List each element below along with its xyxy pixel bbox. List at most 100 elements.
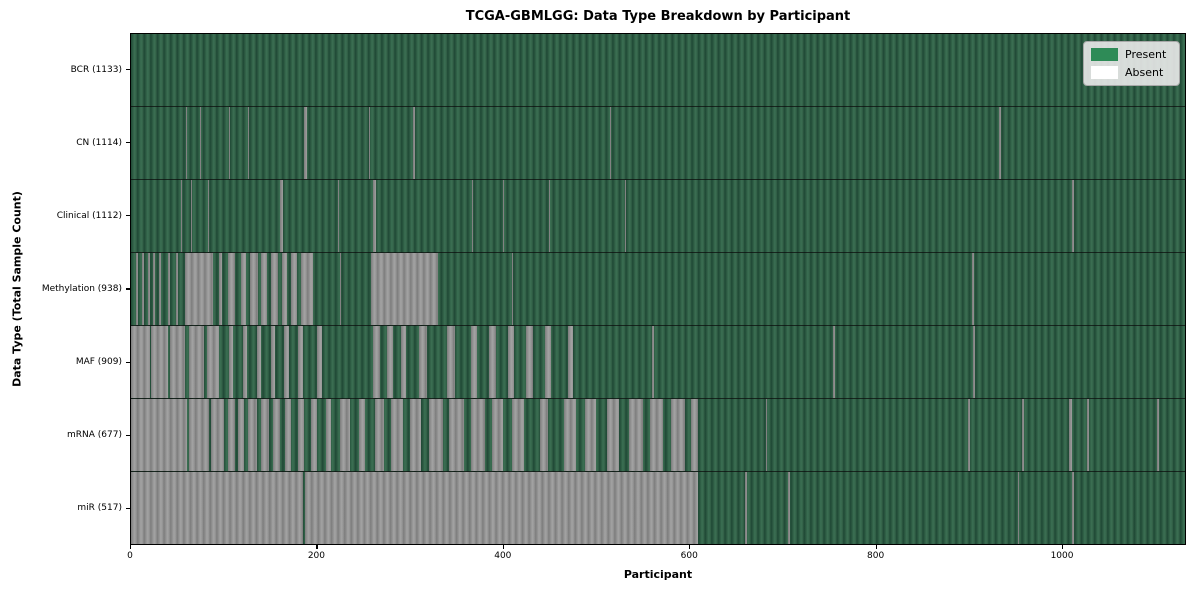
absent-segment	[364, 472, 699, 544]
absent-segment	[548, 180, 550, 252]
absent-segment	[386, 326, 394, 398]
absent-segment	[1072, 180, 1075, 252]
absent-segment	[304, 472, 364, 544]
absent-segment	[410, 399, 422, 471]
y-tick-mark	[126, 68, 130, 71]
absent-segment	[311, 399, 318, 471]
absent-segment	[968, 399, 971, 471]
absent-segment	[298, 399, 305, 471]
absent-segment	[670, 399, 685, 471]
absent-segment	[188, 399, 210, 471]
absent-segment	[131, 326, 150, 398]
legend: Present Absent	[1083, 41, 1180, 86]
legend-entry-present: Present	[1091, 48, 1171, 61]
absent-segment	[1022, 399, 1025, 471]
x-tick-mark	[502, 545, 504, 549]
x-tick-mark	[1062, 545, 1064, 549]
x-tick-label-400: 400	[494, 551, 512, 561]
absent-segment	[503, 180, 505, 252]
plot-area	[130, 33, 1186, 545]
absent-segment	[449, 399, 465, 471]
absent-segment	[544, 326, 552, 398]
absent-segment	[227, 253, 236, 325]
absent-segment	[1017, 472, 1020, 544]
legend-swatch-present	[1091, 48, 1118, 61]
absent-segment	[248, 399, 257, 471]
absent-segment	[371, 253, 438, 325]
legend-label: Absent	[1125, 66, 1164, 79]
absent-segment	[291, 253, 297, 325]
x-axis-title: Participant	[623, 568, 693, 581]
x-tick-mark	[130, 545, 132, 549]
legend-label: Present	[1125, 48, 1167, 61]
absent-segment	[1071, 472, 1075, 544]
x-tick-mark	[875, 545, 877, 549]
absent-segment	[372, 326, 381, 398]
absent-segment	[340, 399, 350, 471]
absent-segment	[628, 399, 643, 471]
absent-segment	[211, 399, 225, 471]
absent-segment	[971, 253, 974, 325]
absent-segment	[158, 253, 161, 325]
absent-segment	[998, 107, 1001, 179]
absent-segment	[491, 399, 504, 471]
absent-segment	[279, 180, 283, 252]
absent-segment	[256, 326, 262, 398]
absent-segment	[242, 326, 248, 398]
absent-segment	[607, 399, 620, 471]
absent-segment	[470, 326, 478, 398]
absent-segment	[610, 107, 612, 179]
absent-segment	[584, 399, 597, 471]
absent-segment	[147, 253, 150, 325]
absent-segment	[317, 326, 322, 398]
absent-segment	[151, 326, 169, 398]
absent-segment	[261, 253, 267, 325]
y-tick-mark	[126, 434, 130, 436]
absent-segment	[273, 399, 280, 471]
absent-segment	[188, 326, 204, 398]
absent-segment	[512, 399, 524, 471]
absent-segment	[219, 253, 223, 325]
absent-segment	[651, 326, 654, 398]
absent-segment	[568, 326, 573, 398]
absent-segment	[284, 326, 290, 398]
y-tick-mark	[126, 288, 130, 290]
absent-segment	[261, 399, 269, 471]
chart-title: TCGA-GBMLGG: Data Type Breakdown by Part…	[465, 9, 851, 24]
absent-segment	[184, 253, 213, 325]
absent-segment	[207, 326, 220, 398]
absent-segment	[358, 399, 366, 471]
y-tick-label-clinical: Clinical (1112)	[56, 210, 122, 221]
absent-segment	[400, 326, 407, 398]
absent-segment	[744, 472, 747, 544]
absent-segment	[248, 107, 250, 179]
absent-segment	[326, 399, 331, 471]
x-tick-label-600: 600	[680, 551, 698, 561]
absent-segment	[1087, 399, 1090, 471]
absent-segment	[338, 180, 340, 252]
absent-segment	[340, 253, 342, 325]
absent-segment	[281, 253, 288, 325]
absent-segment	[489, 326, 496, 398]
row-methylation	[131, 253, 1185, 326]
absent-segment	[237, 399, 245, 471]
absent-segment	[624, 180, 627, 252]
absent-segment	[227, 399, 236, 471]
absent-segment	[1068, 399, 1073, 471]
x-tick-label-0: 0	[127, 551, 133, 561]
row-clinical	[131, 180, 1185, 253]
absent-segment	[250, 253, 258, 325]
legend-swatch-absent	[1091, 66, 1118, 79]
absent-segment	[298, 326, 304, 398]
absent-segment	[270, 253, 278, 325]
absent-segment	[372, 180, 376, 252]
legend-entry-absent: Absent	[1091, 66, 1171, 79]
absent-segment	[470, 399, 485, 471]
y-tick-label-mrna: mRNA (677)	[67, 430, 122, 441]
absent-segment	[526, 326, 533, 398]
absent-segment	[199, 107, 201, 179]
x-tick-mark	[689, 545, 691, 549]
absent-segment	[650, 399, 664, 471]
absent-segment	[142, 253, 145, 325]
absent-segment	[507, 326, 515, 398]
